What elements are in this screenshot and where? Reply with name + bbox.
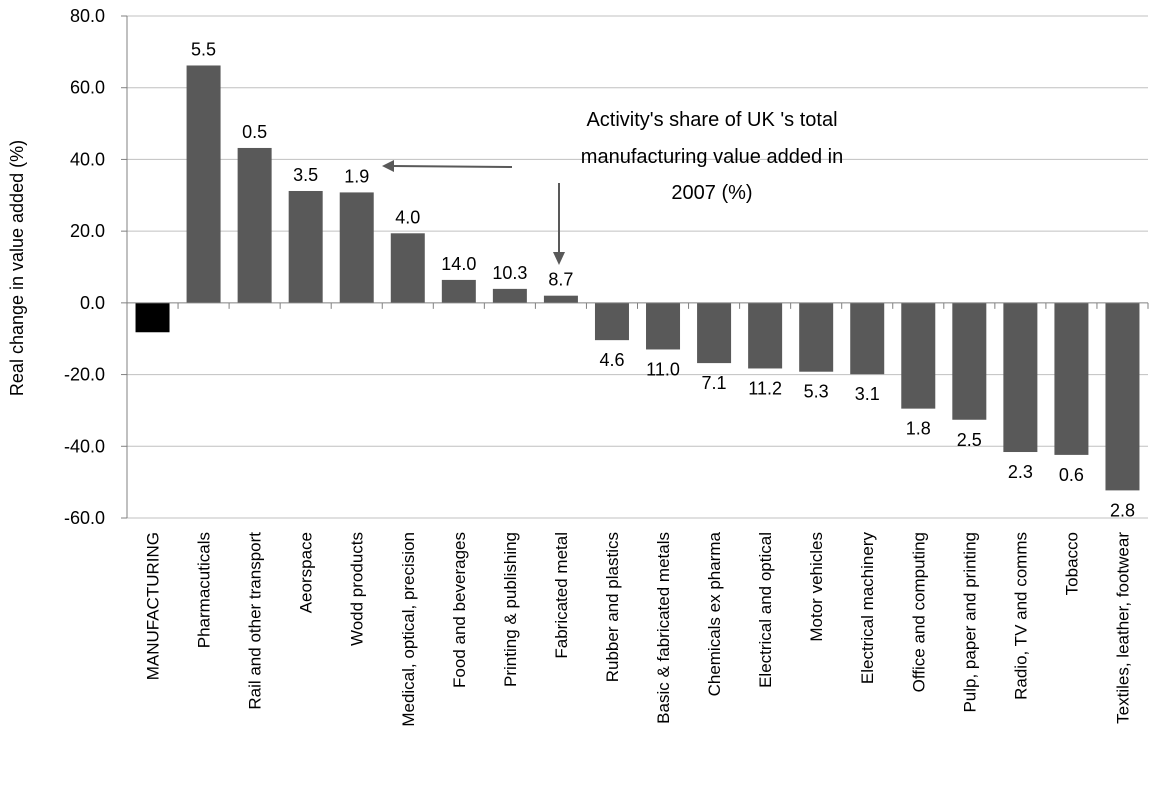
- bar: [135, 302, 170, 333]
- category-label: Wodd products: [348, 532, 367, 646]
- category-label: Rail and other transport: [246, 532, 265, 710]
- y-tick-label: 40.0: [70, 149, 105, 169]
- bar: [492, 288, 527, 303]
- y-tick-label: -60.0: [64, 508, 105, 528]
- category-label: Basic & fabricated metals: [654, 532, 673, 724]
- category-label: Motor vehicles: [807, 532, 826, 642]
- data-label: 3.5: [293, 165, 318, 185]
- bar: [850, 302, 885, 375]
- data-label: 10.3: [492, 263, 527, 283]
- category-label: Electrical machinery: [858, 532, 877, 685]
- annotation-line-3: 2007 (%): [671, 182, 752, 204]
- data-label: 2.3: [1008, 462, 1033, 482]
- category-label: Aeorspace: [297, 532, 316, 613]
- bar: [441, 279, 476, 303]
- bar: [952, 302, 987, 420]
- bar: [237, 147, 272, 303]
- bar: [390, 233, 425, 303]
- bar: [186, 65, 221, 303]
- category-label: Office and computing: [909, 532, 928, 692]
- annotation-arrowhead-down: [553, 252, 565, 265]
- y-tick-label: -40.0: [64, 436, 105, 456]
- bar: [1054, 302, 1089, 455]
- annotation-arrow-left: [391, 165, 513, 168]
- data-label: 0.6: [1059, 465, 1084, 485]
- data-label: 11.2: [748, 378, 782, 398]
- data-label: 2.5: [957, 430, 982, 450]
- bar: [799, 302, 834, 372]
- bar: [288, 190, 323, 303]
- data-label: 1.8: [906, 419, 931, 439]
- data-label: 4.0: [395, 207, 420, 227]
- data-label: 0.5: [242, 122, 267, 142]
- category-label: Fabricated metal: [552, 532, 571, 659]
- bar: [697, 302, 732, 364]
- y-tick-label: -20.0: [64, 365, 105, 385]
- bars: [135, 65, 1140, 491]
- category-label: Textiles, leather, footwear: [1113, 532, 1132, 724]
- annotation-arrowhead-left: [382, 160, 394, 172]
- bar: [339, 192, 374, 303]
- category-label: Electrical and optical: [756, 532, 775, 688]
- category-label: Chemicals ex pharma: [705, 531, 724, 696]
- annotation: Activity's share of UK 's total manufact…: [382, 109, 843, 265]
- y-tick-label: 60.0: [70, 78, 105, 98]
- category-label: Tobacco: [1062, 532, 1081, 595]
- category-labels: MANUFACTURING Pharmacuticals Rail and othe…: [144, 531, 1133, 726]
- y-tick-label: 0.0: [80, 293, 105, 313]
- category-label: Radio, TV and comms: [1011, 532, 1030, 700]
- annotation-line-1: Activity's share of UK 's total: [586, 109, 837, 131]
- data-label: 7.1: [702, 373, 727, 393]
- category-label: Pulp, paper and printing: [960, 532, 979, 713]
- category-label: MANUFACTURING: [144, 532, 163, 680]
- gridlines: [127, 15, 1148, 519]
- category-label: Medical, optical, precision: [399, 532, 418, 727]
- bar: [646, 302, 681, 350]
- category-label: Printing & publishing: [501, 532, 520, 687]
- category-label: Food and beverages: [450, 532, 469, 688]
- data-label: 3.1: [855, 384, 880, 404]
- category-label: Rubber and plastics: [603, 532, 622, 682]
- data-label: 1.9: [344, 166, 369, 186]
- annotation-line-2: manufacturing value added in: [581, 146, 843, 168]
- data-label: 4.6: [599, 350, 624, 370]
- bar: [594, 302, 629, 341]
- data-label: 5.3: [804, 382, 829, 402]
- bar: [1105, 302, 1140, 491]
- data-labels: 5.5 0.5 3.5 1.9 4.0 14.0 10.3 8.7 4.6 11.0 7.1 11.2…: [191, 39, 1135, 520]
- bar: [543, 295, 578, 303]
- axes: [121, 15, 1149, 519]
- data-label: 11.0: [646, 359, 680, 379]
- data-label: 2.8: [1110, 500, 1135, 520]
- y-tick-label: 20.0: [70, 221, 105, 241]
- data-label: 14.0: [441, 254, 476, 274]
- bar: [748, 302, 783, 369]
- y-axis-title: Real change in value added (%): [7, 140, 27, 396]
- data-label: 5.5: [191, 39, 216, 59]
- y-tick-labels: 80.0 60.0 40.0 20.0 0.0 -20.0 -40.0 -60.0: [64, 6, 105, 528]
- category-label: Pharmacuticals: [195, 532, 214, 648]
- bar: [901, 302, 936, 409]
- y-tick-label: 80.0: [70, 6, 105, 26]
- bar: [1003, 302, 1038, 453]
- data-label: 8.7: [548, 270, 573, 290]
